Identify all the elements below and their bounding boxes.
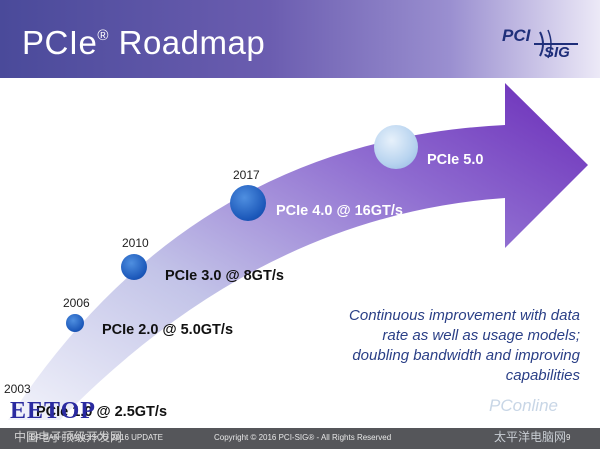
milestone-label: PCIe 4.0 @ 16GT/s (276, 203, 403, 219)
milestone-label: PCIe 5.0 (427, 152, 484, 168)
pci-sig-logo-mark-icon (534, 29, 578, 59)
milestone-dot (230, 185, 266, 221)
pci-sig-logo: PCI SIG (500, 22, 580, 68)
slide-header: PCIe® Roadmap PCI SIG (0, 0, 600, 78)
eetop-watermark-caption: 中国电子顶级开发网 (14, 430, 123, 444)
milestone-label: PCIe 2.0 @ 5.0GT/s (102, 322, 234, 338)
page-number: 9 (566, 433, 571, 442)
milestone-label: PCIe 3.0 @ 8GT/s (165, 268, 284, 284)
milestone-year: 2006 (63, 296, 90, 310)
slide-title: PCIe® Roadmap (22, 24, 266, 61)
pconline-watermark: PConline (489, 396, 558, 415)
registered-mark: ® (97, 27, 109, 44)
milestone-dot (121, 254, 147, 280)
milestone-year: 2017 (233, 168, 260, 182)
milestone-dot (374, 125, 418, 169)
eetop-watermark: EETOP (10, 398, 96, 424)
milestone-dot (66, 314, 84, 332)
milestone-year: 2003 (4, 382, 31, 396)
pconline-watermark-caption: 太平洋电脑网 (494, 430, 567, 444)
roadmap-note: Continuous improvement with data rate as… (349, 307, 580, 384)
footer-event: IDF SAN FRANCISCO 2016 UPDATE (28, 433, 163, 442)
footer-copyright: Copyright © 2016 PCI-SIG® - All Rights R… (214, 433, 392, 442)
slide-footer: IDF SAN FRANCISCO 2016 UPDATE Copyright … (0, 428, 600, 449)
milestone-label: PCIe 1.0 @ 2.5GT/s (36, 404, 168, 420)
milestone-year: 2010 (122, 236, 149, 250)
